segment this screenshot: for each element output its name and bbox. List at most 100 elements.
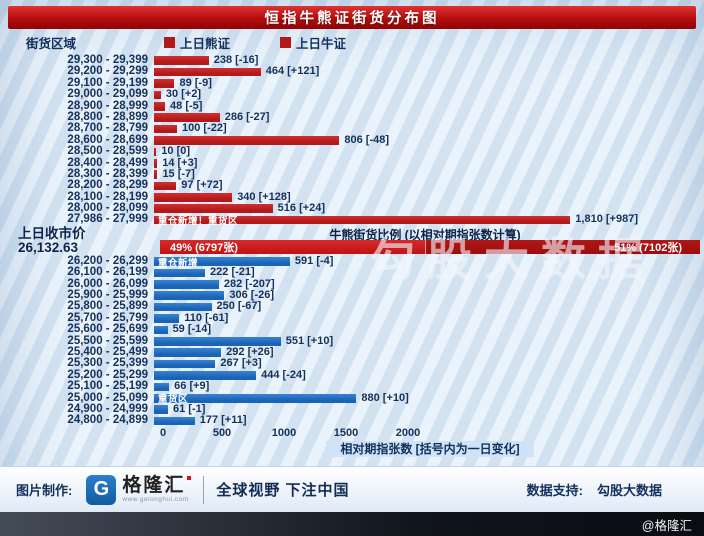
bull-bar: [154, 280, 219, 289]
bull-bar: [154, 302, 212, 312]
bar-value-label: 286 [-27]: [224, 110, 270, 123]
price-range-label: 24,900 - 24,999: [67, 402, 148, 415]
bar-area: 286 [-27]: [154, 110, 700, 123]
ratio-title: 牛熊街货比例 (以相对期指张数计算): [329, 227, 521, 242]
ratio-bull-segment: 51% (7102张): [424, 239, 700, 254]
logo-url: www.gelonghui.com: [122, 495, 189, 503]
price-range-label: 25,400 - 25,499: [67, 345, 148, 358]
chart-row: 26,000 - 26,099 282 [-207]: [12, 277, 700, 290]
x-axis-tick: 500: [212, 426, 232, 439]
chart-row: 25,800 - 25,899 250 [-67]: [12, 300, 700, 313]
chart-row: 25,200 - 25,299 444 [-24]: [12, 368, 700, 381]
price-range-label: 25,200 - 25,299: [67, 368, 148, 381]
gelonghui-logo: G 格隆汇 www.gelonghui.com: [86, 474, 192, 505]
bar-area: 66 [+9]: [154, 380, 700, 393]
bar-value-label: 306 [-26]: [229, 289, 275, 302]
bar-area: 100 [-22]: [154, 122, 700, 134]
price-range-label: 25,500 - 25,599: [67, 334, 148, 347]
chart-row: 28,900 - 28,999 48 [-5]: [12, 99, 700, 112]
chart-row: 25,000 - 25,099 重货区 880 [+10]: [12, 391, 700, 406]
bull-bar: [154, 416, 195, 426]
price-range-label: 28,200 - 28,299: [67, 179, 148, 192]
slogan: 全球视野 下注中国: [216, 482, 350, 499]
bar-area: 30 [+2]: [154, 88, 700, 100]
close-price-label: 上日收市价: [18, 225, 86, 241]
bar-value-label: 880 [+10]: [361, 391, 409, 404]
credit-label: 图片制作:: [16, 483, 73, 498]
x-axis-title-row: 相对期指张数 [括号内为一日变化]: [12, 440, 700, 458]
chart-row: 28,500 - 28,599 10 [0]: [12, 145, 700, 157]
bar-value-label: 464 [+121]: [265, 65, 320, 78]
chart-row: 29,300 - 29,399 238 [-16]: [12, 54, 700, 66]
x-axis-tick: 1000: [271, 426, 297, 439]
chart-row: 26,100 - 26,199 222 [-21]: [12, 266, 700, 278]
bull-bar: [154, 382, 170, 392]
bar-value-label: 97 [+72]: [181, 179, 223, 192]
bottom-bar: @格隆汇: [0, 512, 704, 536]
bar-overlay-label: 重货区: [158, 394, 189, 406]
price-range-label: 26,000 - 26,099: [67, 277, 148, 290]
bar-area: 464 [+121]: [154, 65, 700, 78]
x-axis: 0 500 1000 1500 2000: [160, 427, 700, 439]
bar-area: 61 [-1]: [154, 402, 700, 415]
bull-bar: [154, 336, 281, 346]
bull-bar: [154, 348, 222, 357]
x-axis-tick: 1500: [333, 426, 359, 439]
chart-row: 28,600 - 28,699 806 [-48]: [12, 134, 700, 146]
bull-series-rows: 26,200 - 26,299 重仓新增 591 [-4] 26,100 - 26,1…: [12, 254, 700, 427]
bar-area: 222 [-21]: [154, 266, 700, 278]
bear-bar: [154, 90, 161, 100]
bar-area: 292 [+26]: [154, 346, 700, 358]
bar-area: 282 [-207]: [154, 278, 700, 290]
bar-area: 250 [-67]: [154, 301, 700, 312]
chart-row: 29,000 - 29,099 30 [+2]: [12, 88, 700, 101]
bar-value-label: 110 [-61]: [184, 311, 229, 324]
bar-value-label: 516 [+24]: [277, 202, 326, 215]
ratio-bull-label: 51% (7102张): [614, 241, 682, 254]
chart-row: 28,700 - 28,799 100 [-22]: [12, 122, 700, 135]
price-range-label: 27,986 - 27,999: [67, 213, 148, 226]
bull-bar: [154, 405, 169, 414]
bear-bar: [154, 124, 177, 134]
chart-row: 25,700 - 25,799 110 [-61]: [12, 311, 700, 324]
price-range-label: 26,200 - 26,299: [67, 254, 148, 267]
price-range-label: 25,800 - 25,899: [67, 300, 148, 313]
bull-bar: [154, 268, 206, 278]
bar-value-label: 66 [+9]: [174, 380, 210, 393]
chart-row: 28,200 - 28,299 97 [+72]: [12, 179, 700, 192]
bear-bar: [154, 181, 177, 191]
bar-value-label: 61 [-1]: [173, 402, 206, 415]
bar-area: 177 [+11]: [154, 414, 700, 426]
support-value: 勾股大数据: [596, 483, 662, 498]
bar-value-label: 59 [-14]: [172, 323, 212, 336]
price-range-label: 29,100 - 29,199: [67, 76, 148, 89]
bear-bar: [154, 101, 166, 111]
social-handle: @格隆汇: [641, 518, 692, 533]
bull-legend-swatch-icon: [280, 37, 292, 48]
support-label: 数据支持:: [526, 483, 583, 498]
bar-value-label: 267 [+3]: [220, 357, 262, 370]
bar-value-label: 1,810 [+987]: [575, 213, 638, 226]
bar-value-label: 444 [-24]: [261, 368, 306, 381]
price-range-label: 29,300 - 29,399: [67, 54, 148, 66]
bar-area: 238 [-16]: [154, 54, 700, 66]
page-title: 恒指牛熊证街货分布图: [264, 11, 440, 27]
price-range-label: 28,700 - 28,799: [67, 122, 148, 135]
chart-row: 28,300 - 28,399 15 [-7]: [12, 168, 700, 180]
bar-value-label: 14 [+3]: [162, 156, 198, 169]
price-range-label: 29,000 - 29,099: [67, 88, 148, 101]
bar-area: 14 [+3]: [154, 156, 700, 169]
bull-bar: [154, 325, 168, 335]
data-support: 数据支持: 勾股大数据: [527, 480, 662, 499]
bear-series-rows: 29,300 - 29,399 238 [-16] 29,200 - 29,299 4…: [12, 54, 700, 228]
bar-area: 重仓新增！重货区 1,810 [+987]: [154, 213, 700, 227]
bar-value-label: 89 [-9]: [179, 76, 212, 89]
chart-row: 24,800 - 24,899 177 [+11]: [12, 414, 700, 426]
chart-row: 27,986 - 27,999 重仓新增！重货区 1,810 [+987]: [12, 213, 700, 228]
price-range-label: 28,900 - 28,999: [67, 99, 148, 112]
bear-bar: [154, 147, 157, 157]
bull-bar: 重仓新增: [154, 257, 290, 269]
legend-item-bull: 上日牛证: [280, 33, 346, 52]
bar-value-label: 551 [+10]: [285, 334, 334, 347]
bear-legend-label: 上日熊证: [180, 37, 231, 51]
